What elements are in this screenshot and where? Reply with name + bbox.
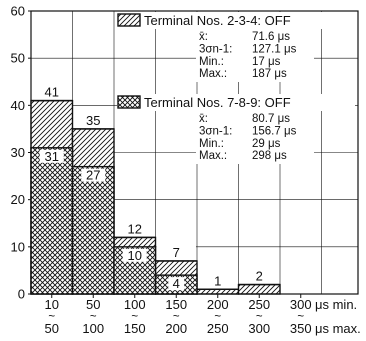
bar-2-3-4-off — [239, 285, 281, 294]
stat-label: x̄: — [199, 113, 208, 125]
x-label-max: 300 — [248, 321, 270, 336]
stat-value: 298 μs — [252, 150, 287, 162]
x-label-min: 100 — [124, 297, 146, 312]
y-tick-label: 20 — [11, 192, 25, 207]
legend-entry: Terminal Nos. 2-3-4: OFF — [144, 13, 291, 28]
x-label-max: 350 — [290, 321, 312, 336]
y-tick-label: 60 — [11, 4, 25, 19]
y-tick-label: 50 — [11, 51, 25, 66]
y-tick-label: 40 — [11, 98, 25, 113]
stat-value: 17 μs — [252, 56, 281, 68]
x-axis-unit-min: μs min. — [315, 297, 357, 312]
legend-entry: Terminal Nos. 7-8-9: OFF — [144, 95, 291, 110]
x-label-min: 300 — [290, 297, 312, 312]
legend-swatch — [118, 96, 140, 108]
x-label-min: 200 — [207, 297, 229, 312]
x-label-min: 10 — [45, 297, 59, 312]
data-label-2-3-4: 1 — [214, 273, 221, 288]
stat-label: Max.: — [199, 68, 227, 80]
x-label-max: 100 — [82, 321, 104, 336]
stat-label: Max.: — [199, 150, 227, 162]
x-label-max: 200 — [165, 321, 187, 336]
data-label-7-8-9: 31 — [45, 149, 59, 164]
stat-label: x̄: — [199, 31, 208, 43]
legend-layer: Terminal Nos. 2-3-4: OFF x̄: 71.6 μs 3σn-1:… — [117, 12, 355, 164]
x-label-min: 150 — [165, 297, 187, 312]
y-tick-label: 0 — [18, 287, 25, 302]
legend-swatch — [118, 14, 140, 26]
data-label-2-3-4: 41 — [45, 85, 59, 100]
x-label-max: 250 — [207, 321, 229, 336]
data-label-2-3-4: 7 — [173, 245, 180, 260]
stat-value: 187 μs — [252, 68, 287, 80]
stat-value: 29 μs — [252, 138, 281, 150]
bar-7-8-9-off — [31, 148, 73, 294]
y-tick-label: 10 — [11, 239, 25, 254]
data-label-7-8-9: 10 — [128, 248, 142, 263]
data-label-2-3-4: 35 — [86, 113, 100, 128]
y-tick-label: 30 — [11, 145, 25, 160]
x-label-min: 250 — [248, 297, 270, 312]
stat-value: 71.6 μs — [252, 31, 290, 43]
stat-value: 80.7 μs — [252, 113, 290, 125]
bar-7-8-9-off — [73, 167, 115, 294]
x-label-max: 50 — [45, 321, 59, 336]
data-label-2-3-4: 2 — [256, 269, 263, 284]
stat-label: Min.: — [199, 56, 224, 68]
stat-label: 3σn-1: — [199, 125, 232, 137]
data-label-7-8-9: 27 — [86, 168, 100, 183]
x-axis-unit-max: μs max. — [315, 321, 361, 336]
bar-2-3-4-off — [197, 289, 239, 294]
stat-label: 3σn-1: — [199, 43, 232, 55]
stat-label: Min.: — [199, 138, 224, 150]
stat-value: 127.1 μs — [252, 43, 297, 55]
data-label-7-8-9: 4 — [173, 276, 180, 291]
x-label-max: 150 — [124, 321, 146, 336]
data-label-2-3-4: 12 — [128, 221, 142, 236]
stat-value: 156.7 μs — [252, 125, 297, 137]
x-label-min: 50 — [86, 297, 100, 312]
